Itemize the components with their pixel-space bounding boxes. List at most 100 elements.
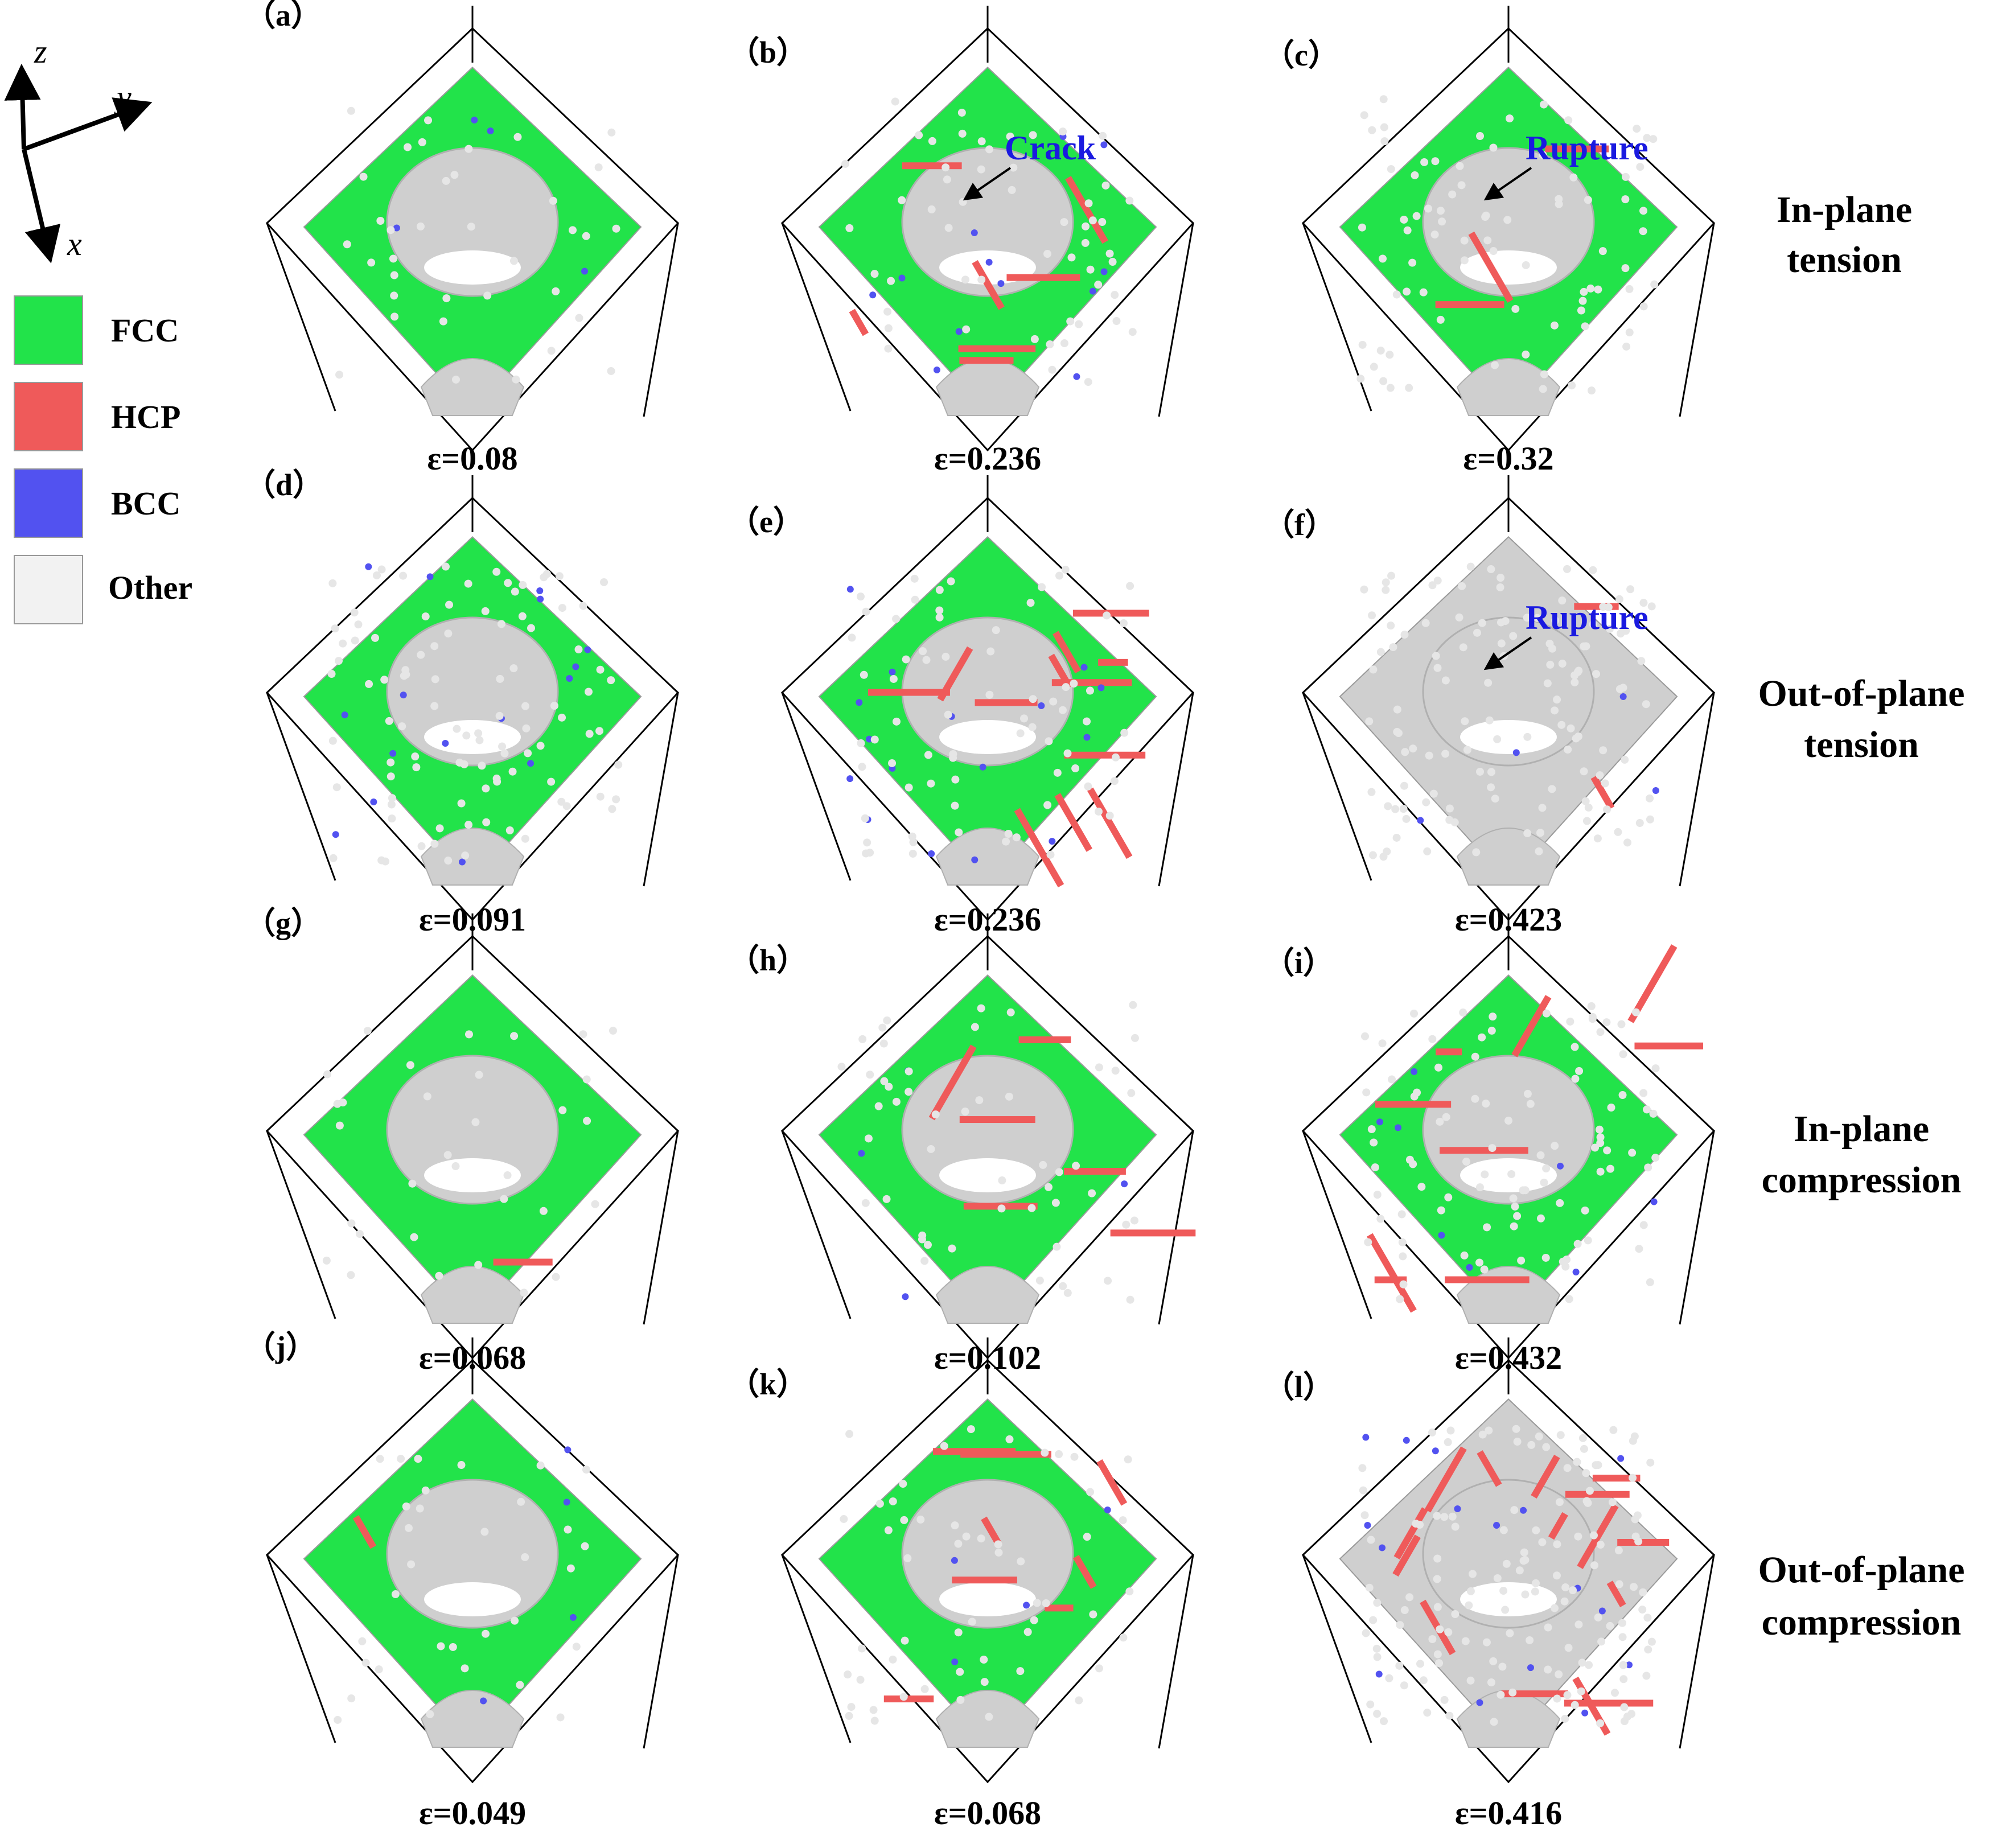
other-atom [453, 725, 461, 733]
other-atom [1596, 1719, 1605, 1727]
other-atom [1619, 1050, 1627, 1059]
other-atom [1550, 321, 1559, 330]
other-atom [942, 652, 950, 661]
other-atom [1617, 1020, 1626, 1028]
hcp-stacking-fault [1072, 610, 1149, 617]
hcp-stacking-fault [1634, 1042, 1704, 1049]
other-atom [1466, 562, 1475, 571]
other-atom [412, 763, 421, 772]
lower-pore [1456, 358, 1561, 416]
y-axis-arrow [23, 97, 153, 151]
bcc-atom [537, 595, 544, 603]
panel-label: （d） [245, 468, 323, 502]
bcc-atom [856, 699, 863, 706]
row-title-line1: Out-of-plane [1758, 673, 1965, 714]
z-axis-label: z [34, 33, 47, 70]
other-atom [582, 232, 590, 240]
other-atom [1472, 848, 1481, 857]
other-atom [1555, 195, 1563, 203]
other-atom [1466, 1676, 1475, 1685]
bcc-atom [442, 740, 449, 747]
bcc-atom [1023, 1602, 1030, 1609]
other-atom [1441, 676, 1450, 685]
box-edge [1158, 1130, 1194, 1325]
other-atom [582, 1466, 590, 1474]
other-atom [1400, 781, 1408, 790]
other-atom [1551, 1142, 1559, 1150]
other-atom [1626, 585, 1635, 594]
other-atom [1646, 815, 1654, 824]
other-atom [1433, 577, 1442, 585]
hcp-stacking-fault [1018, 1036, 1071, 1043]
other-atom [1586, 284, 1595, 293]
other-atom [1499, 1587, 1508, 1595]
bcc-atom [1376, 1118, 1384, 1126]
other-atom [1422, 798, 1430, 806]
other-atom [1438, 217, 1446, 226]
other-atom [927, 1145, 935, 1153]
bcc-atom [858, 1150, 865, 1157]
other-atom [1119, 619, 1128, 627]
other-atom [1619, 626, 1628, 635]
other-atom [1503, 216, 1512, 224]
other-atom [1578, 1658, 1586, 1667]
other-atom [497, 620, 505, 628]
other-atom [1485, 716, 1494, 725]
other-atom [1523, 829, 1532, 838]
panel-label: （c） [1264, 38, 1339, 72]
other-atom [1055, 1450, 1063, 1459]
other-atom [1468, 1570, 1477, 1578]
other-atom [1119, 1633, 1128, 1642]
other-atom [1543, 679, 1552, 688]
other-atom [889, 674, 898, 683]
other-atom [1577, 306, 1585, 315]
other-atom [608, 805, 616, 813]
other-atom [583, 1117, 591, 1125]
other-atom [884, 344, 893, 353]
other-atom [1610, 1689, 1619, 1697]
other-atom [1564, 116, 1573, 125]
other-atom [556, 1713, 565, 1722]
other-atom [1572, 734, 1580, 743]
other-atom [1423, 1709, 1432, 1717]
other-atom [1638, 1606, 1647, 1614]
other-atom [558, 604, 566, 612]
other-atom [902, 655, 910, 664]
other-atom [347, 1219, 356, 1228]
other-atom [1625, 285, 1634, 293]
other-atom [1551, 616, 1560, 625]
other-atom [1621, 172, 1630, 181]
other-atom [401, 666, 410, 674]
other-atom [1647, 1637, 1656, 1646]
other-atom [331, 624, 339, 633]
other-atom [343, 240, 351, 249]
other-atom [977, 1534, 985, 1543]
other-atom [1433, 1650, 1442, 1658]
other-atom [421, 1486, 430, 1495]
other-atom [884, 1526, 893, 1534]
other-atom [1567, 724, 1575, 732]
other-atom [1555, 1670, 1563, 1678]
pore-opening [939, 1158, 1036, 1192]
other-atom [417, 651, 425, 659]
other-atom [1497, 639, 1506, 648]
bcc-atom [458, 858, 466, 866]
bcc-atom [1083, 734, 1091, 741]
structure-panel: （a） ε=0.08 [245, 0, 680, 477]
other-atom [1378, 254, 1387, 263]
other-atom [457, 1461, 466, 1470]
other-atom [1476, 767, 1485, 776]
other-atom [387, 226, 395, 234]
other-atom [994, 1540, 1002, 1549]
other-atom [858, 763, 866, 771]
other-atom [1395, 1661, 1404, 1670]
hcp-stacking-fault [1436, 1048, 1462, 1056]
other-atom [1465, 1601, 1473, 1610]
other-atom [1487, 768, 1495, 776]
other-atom [596, 665, 605, 674]
bcc-atom [1364, 1521, 1371, 1529]
other-atom [1489, 1657, 1498, 1665]
other-atom [536, 742, 545, 750]
other-atom [552, 1273, 560, 1281]
